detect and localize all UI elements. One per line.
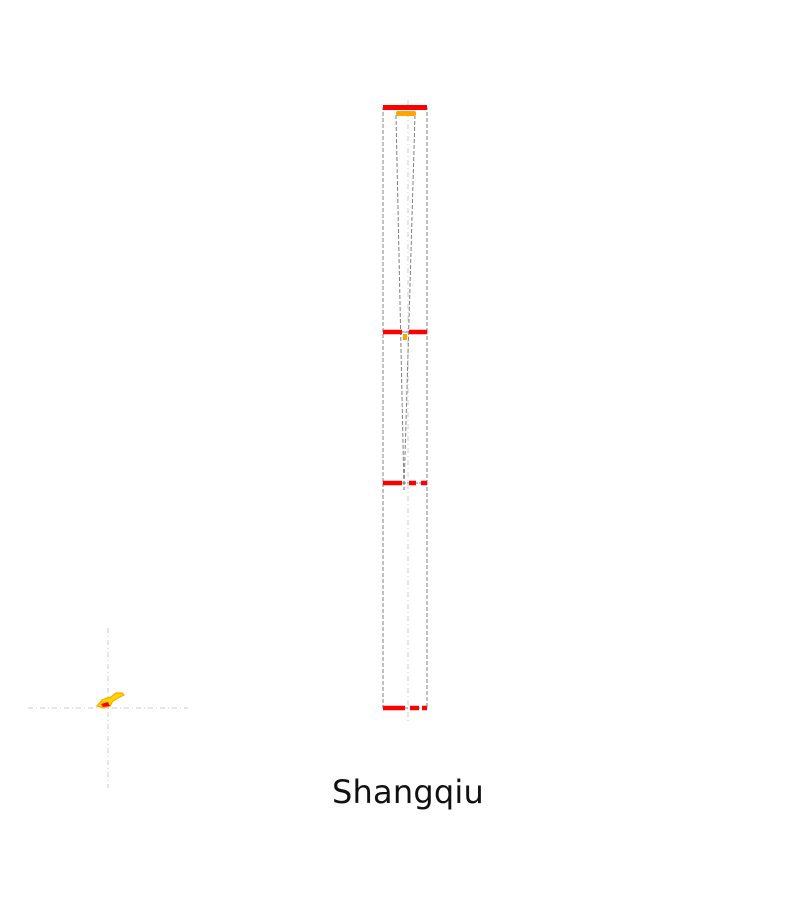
inset-region-marker (101, 702, 110, 707)
inset-region-shape (95, 692, 126, 709)
projection-line-left (395, 114, 405, 491)
projection-line-right (403, 114, 416, 491)
highlight-area-top (396, 111, 416, 116)
highlight-area-middle (403, 334, 407, 340)
inset-locator-map (28, 628, 188, 788)
map-panel-frame-bottom (382, 482, 428, 709)
map-panel-frame-top (382, 107, 428, 333)
map-title: Shangqiu (332, 773, 484, 811)
main-map (382, 100, 428, 722)
